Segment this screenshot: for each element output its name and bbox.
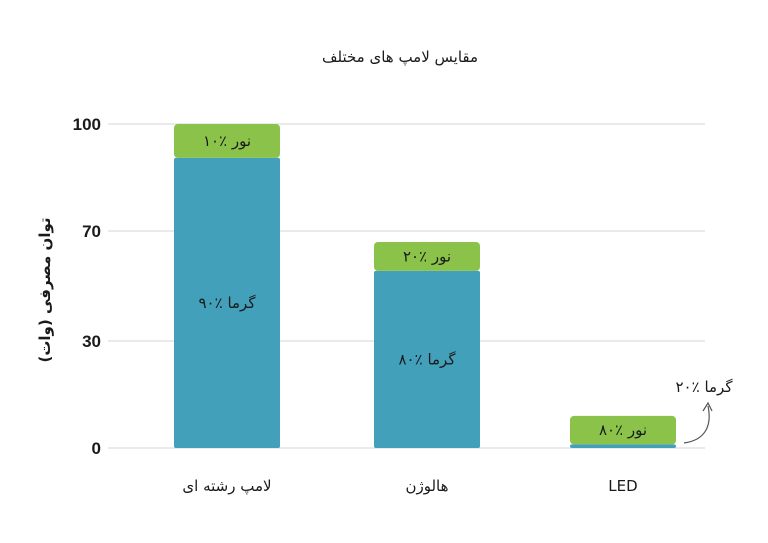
bar-segment [174,124,280,158]
bar-segment [570,444,676,448]
segment-labels: ۹۰٪ گرما ۱۰٪ نور ۸۰٪ گرما ۲۰٪ نور ۸۰٪ نور [199,132,648,439]
chart-title: مقایس لامپ های مختلف [322,48,478,67]
bar-segment [570,415,676,445]
category-labels: لامپ رشته ای هالوژن LED [182,477,637,496]
y-tick-label: 100 [73,115,101,134]
category-label: LED [608,477,637,495]
bar-segment [374,242,480,271]
segment-label: ۲۰٪ نور [403,247,451,265]
y-tick-label: 70 [82,222,101,241]
segment-label: ۱۰٪ نور [203,132,251,150]
category-label: لامپ رشته ای [182,477,271,496]
y-axis-label: توان مصرفی (وات) [36,217,54,362]
bar-segment [374,270,480,448]
bar-segment [174,157,280,448]
annotation-text: ۲۰٪ گرما [676,378,734,396]
y-tick-label: 0 [92,439,101,458]
annotation-arrowhead [702,401,713,412]
y-tick-label: 30 [82,332,101,351]
segment-label: ۸۰٪ نور [599,421,647,439]
segment-label: ۹۰٪ گرما [199,294,257,312]
category-label: هالوژن [405,477,448,495]
segment-label: ۸۰٪ گرما [399,350,457,368]
annotations: ۲۰٪ گرما [676,378,734,444]
annotation-arrow [683,405,710,444]
bars [174,124,676,448]
y-tick-labels: 0 30 70 100 [73,115,101,458]
